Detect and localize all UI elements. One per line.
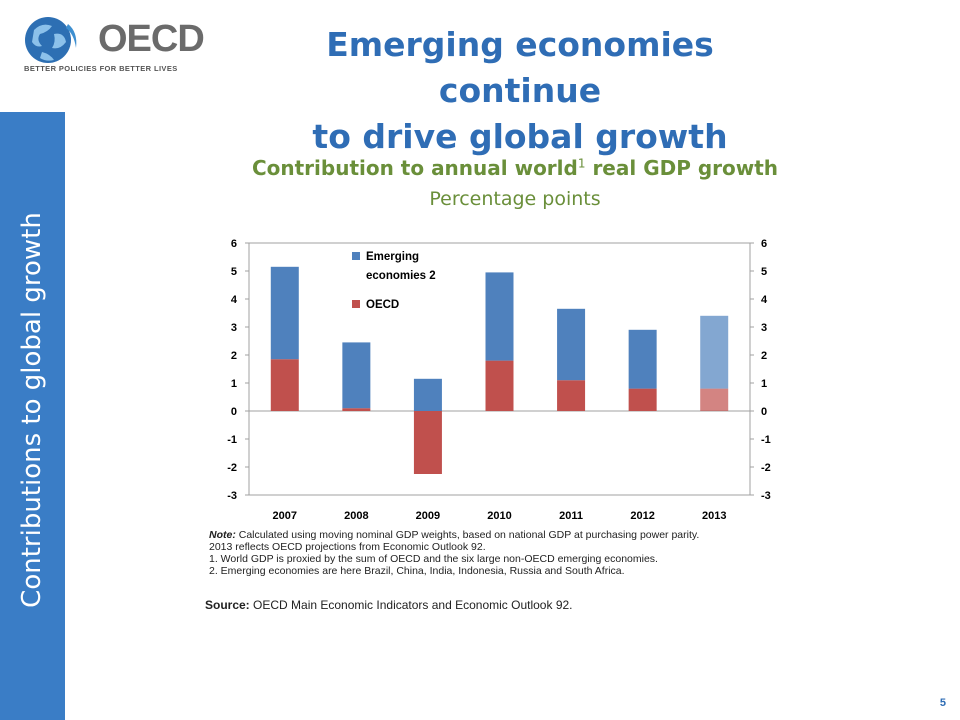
y2-tick-label: 4	[761, 294, 768, 306]
y2-tick-label: 0	[761, 406, 767, 418]
logo-tagline: BETTER POLICIES FOR BETTER LIVES	[24, 64, 178, 73]
logo-wordmark: OECD	[98, 18, 205, 60]
side-band	[0, 112, 65, 720]
y2-tick-label: -1	[761, 434, 771, 446]
source-label: Source:	[205, 598, 250, 612]
slide-title: Emerging economies continue to drive glo…	[240, 22, 800, 160]
source-text: OECD Main Economic Indicators and Econom…	[249, 598, 573, 612]
x-tick-label: 2009	[416, 510, 440, 522]
legend-label-emerging: Emerging economies 2	[366, 251, 436, 282]
x-tick-label: 2011	[559, 510, 583, 522]
bar-emerging-2009	[413, 378, 442, 411]
legend-label-oecd: OECD	[366, 299, 399, 311]
bar-emerging-2011	[557, 308, 586, 381]
chart-title-footnote-mark: 1	[577, 156, 586, 171]
x-tick-label: 2013	[702, 510, 726, 522]
y2-tick-label: 1	[761, 378, 767, 390]
plot-area-frame	[248, 242, 751, 496]
bar-oecd-2012	[628, 388, 657, 411]
chart-subtitle: Percentage points	[429, 188, 601, 210]
y2-tick-label: 3	[761, 322, 767, 334]
y-tick-label: -3	[227, 490, 237, 502]
chart-notes: Note: Calculated using moving nominal GD…	[209, 529, 809, 577]
bar-oecd-2010	[485, 360, 514, 411]
bar-oecd-2007	[270, 359, 299, 411]
legend-swatch-oecd	[352, 300, 360, 308]
bar-emerging-2012	[628, 329, 657, 389]
bar-oecd-2009	[413, 411, 442, 474]
slide-title-line1: Emerging economies continue	[326, 25, 714, 110]
oecd-logo: OECD BETTER POLICIES FOR BETTER LIVES	[22, 14, 205, 74]
y2-tick-label: 2	[761, 350, 767, 362]
y-tick-label: -2	[227, 462, 237, 474]
bar-emerging-2013	[700, 315, 729, 389]
footnote-2: 2. Emerging economies are here Brazil, C…	[209, 565, 625, 577]
y-tick-label: 1	[231, 378, 237, 390]
bar-oecd-2013	[700, 388, 729, 411]
y-tick-label: 0	[231, 406, 237, 418]
x-tick-label: 2008	[344, 510, 368, 522]
page-number: 5	[939, 697, 946, 709]
y2-tick-label: 5	[761, 266, 767, 278]
bar-emerging-2010	[485, 272, 514, 361]
bar-emerging-2007	[270, 266, 299, 360]
chart-title-main: Contribution to annual world	[251, 156, 578, 180]
globe-icon	[25, 17, 77, 63]
chart-title-end: real GDP growth	[585, 156, 779, 180]
y-tick-label: 3	[231, 322, 237, 334]
y-tick-label: 2	[231, 350, 237, 362]
x-tick-label: 2010	[487, 510, 511, 522]
bar-emerging-2008	[342, 342, 371, 409]
note-label: Note:	[209, 529, 236, 541]
bar-oecd-2008	[342, 408, 371, 411]
bar-oecd-2011	[557, 380, 586, 411]
y-tick-label: 6	[231, 238, 237, 250]
note-text: Calculated using moving nominal GDP weig…	[235, 529, 700, 541]
y2-tick-label: -3	[761, 490, 771, 502]
y-tick-label: 4	[231, 294, 238, 306]
note-line: Note: Calculated using moving nominal GD…	[209, 529, 809, 541]
slide-title-line2: to drive global growth	[312, 117, 728, 156]
chart-title: Contribution to annual world1 real GDP g…	[200, 156, 830, 180]
legend-swatch-emerging	[352, 252, 360, 260]
y-tick-label: -1	[227, 434, 237, 446]
y2-tick-label: -2	[761, 462, 771, 474]
source-line: Source: OECD Main Economic Indicators an…	[205, 598, 573, 612]
x-tick-label: 2012	[630, 510, 654, 522]
x-tick-label: 2007	[273, 510, 297, 522]
y2-tick-label: 6	[761, 238, 767, 250]
footnote-1: 1. World GDP is proxied by the sum of OE…	[209, 553, 658, 565]
y-tick-label: 5	[231, 266, 237, 278]
note-line-2: 2013 reflects OECD projections from Econ…	[209, 541, 486, 553]
